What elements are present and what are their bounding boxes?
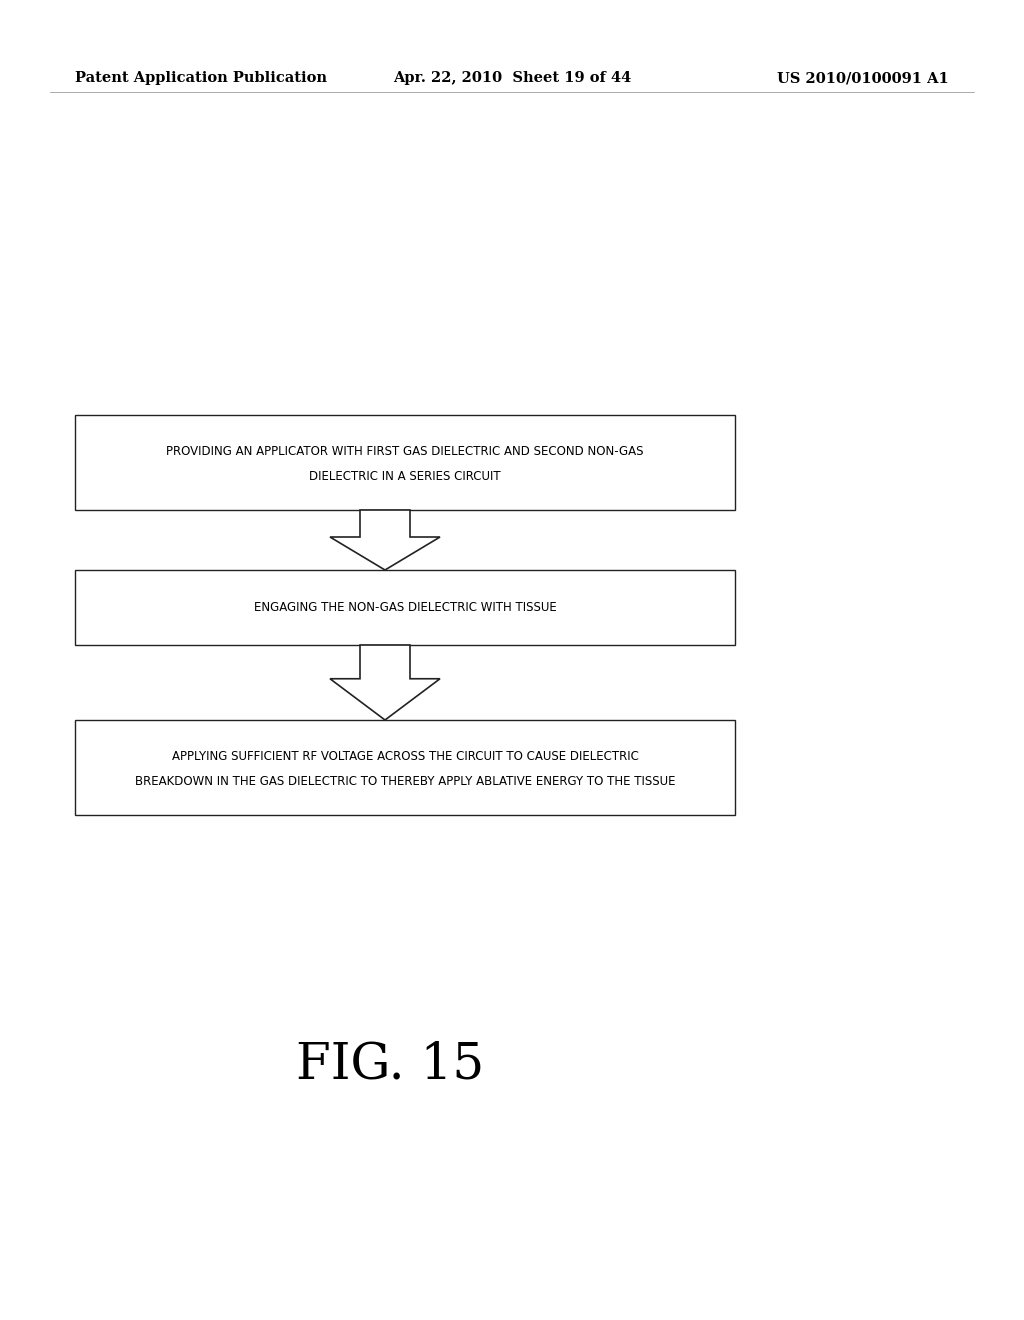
Polygon shape [330, 510, 440, 570]
FancyBboxPatch shape [75, 719, 735, 814]
Text: BREAKDOWN IN THE GAS DIELECTRIC TO THEREBY APPLY ABLATIVE ENERGY TO THE TISSUE: BREAKDOWN IN THE GAS DIELECTRIC TO THERE… [135, 775, 675, 788]
Text: FIG. 15: FIG. 15 [296, 1040, 484, 1090]
Text: APPLYING SUFFICIENT RF VOLTAGE ACROSS THE CIRCUIT TO CAUSE DIELECTRIC: APPLYING SUFFICIENT RF VOLTAGE ACROSS TH… [172, 750, 638, 763]
Text: ENGAGING THE NON-GAS DIELECTRIC WITH TISSUE: ENGAGING THE NON-GAS DIELECTRIC WITH TIS… [254, 601, 556, 614]
Text: US 2010/0100091 A1: US 2010/0100091 A1 [777, 71, 949, 84]
Text: Patent Application Publication: Patent Application Publication [75, 71, 327, 84]
Text: PROVIDING AN APPLICATOR WITH FIRST GAS DIELECTRIC AND SECOND NON-GAS: PROVIDING AN APPLICATOR WITH FIRST GAS D… [166, 445, 644, 458]
FancyBboxPatch shape [75, 570, 735, 645]
Polygon shape [330, 645, 440, 719]
FancyBboxPatch shape [75, 414, 735, 510]
Text: Apr. 22, 2010  Sheet 19 of 44: Apr. 22, 2010 Sheet 19 of 44 [393, 71, 631, 84]
Text: DIELECTRIC IN A SERIES CIRCUIT: DIELECTRIC IN A SERIES CIRCUIT [309, 470, 501, 483]
